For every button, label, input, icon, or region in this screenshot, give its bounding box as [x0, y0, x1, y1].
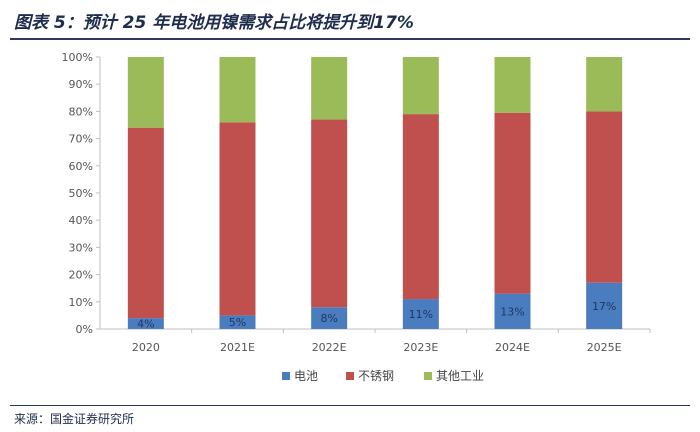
bar-segment — [127, 318, 164, 329]
bar-segment — [586, 111, 623, 283]
bar-segment — [494, 57, 531, 113]
bar-segment — [402, 114, 439, 300]
y-tick-label: 60% — [69, 160, 93, 173]
bar-segment — [494, 293, 531, 329]
x-tick-label: 2023E — [403, 341, 438, 354]
data-label: 5% — [229, 316, 246, 329]
title-rule — [10, 38, 690, 40]
y-tick-label: 70% — [69, 133, 93, 146]
bar-segment — [219, 122, 256, 316]
bar-segment — [402, 57, 439, 115]
x-tick-label: 2022E — [312, 341, 347, 354]
y-tick-label: 30% — [69, 241, 93, 254]
bar-segment — [219, 315, 256, 329]
legend-swatch — [282, 372, 290, 380]
bar-segment — [311, 57, 348, 120]
bar-segment — [402, 299, 439, 329]
legend-label: 不锈钢 — [358, 369, 394, 383]
x-tick-label: 2020 — [132, 341, 160, 354]
y-tick-label: 90% — [69, 78, 93, 91]
y-tick-label: 100% — [62, 51, 93, 64]
bar-segment — [219, 57, 256, 123]
bar-segment — [494, 112, 531, 294]
x-tick-label: 2025E — [587, 341, 622, 354]
bar-segment — [311, 119, 348, 308]
bar-segment — [586, 282, 623, 329]
y-tick-label: 20% — [69, 269, 93, 282]
stacked-bar-chart: 0% 10% 20% 30% 40% 50% 60% 70% 80% 90% 100% 4% 2020 5… — [62, 51, 651, 383]
x-tick-label: 2024E — [495, 341, 530, 354]
bar-segment — [586, 57, 623, 112]
source-note: 来源：国金证券研究所 — [14, 412, 135, 426]
data-label: 13% — [500, 305, 524, 318]
x-tick-label: 2021E — [220, 341, 255, 354]
source-rule — [10, 405, 690, 406]
bar-segment — [127, 127, 164, 319]
bar-segment — [127, 57, 164, 128]
legend-swatch — [424, 372, 432, 380]
y-tick-label: 50% — [69, 187, 93, 200]
y-tick-label: 40% — [69, 214, 93, 227]
legend-label: 电池 — [294, 369, 318, 383]
bar-segment — [311, 307, 348, 329]
data-label: 11% — [409, 308, 433, 321]
chart-title: 图表 5：预计 25 年电池用镍需求占比将提升到17% — [14, 13, 414, 33]
y-tick-label: 10% — [69, 296, 93, 309]
data-label: 17% — [592, 300, 616, 313]
legend-label: 其他工业 — [436, 369, 484, 383]
data-label: 4% — [137, 318, 154, 331]
legend-swatch — [346, 372, 354, 380]
data-label: 8% — [320, 312, 337, 325]
y-tick-label: 80% — [69, 105, 93, 118]
y-tick-label: 0% — [76, 323, 93, 336]
